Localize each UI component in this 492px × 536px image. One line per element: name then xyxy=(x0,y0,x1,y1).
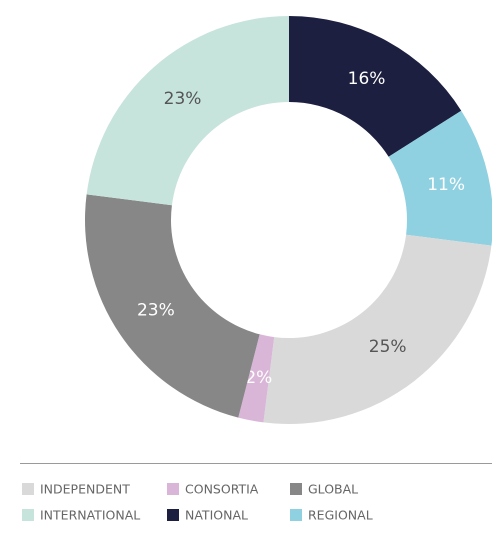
donut-segment xyxy=(388,110,492,246)
legend-label: NATIONAL xyxy=(185,508,248,523)
legend-label: INTERNATIONAL xyxy=(40,508,140,523)
legend-swatch xyxy=(290,483,302,495)
legend-swatch xyxy=(290,509,302,521)
data-label: 25% xyxy=(369,337,407,357)
legend-label: INDEPENDENT xyxy=(40,482,130,497)
legend-swatch xyxy=(167,483,179,495)
data-label: 16% xyxy=(348,69,386,89)
data-label: 23% xyxy=(164,89,202,109)
legend-swatch xyxy=(22,509,34,521)
legend-label: CONSORTIA xyxy=(185,482,259,497)
data-label: 2% xyxy=(245,368,272,388)
legend-swatch xyxy=(22,483,34,495)
data-label: 11% xyxy=(427,175,465,195)
legend-swatch xyxy=(167,509,179,521)
data-label: 23% xyxy=(137,300,175,320)
legend-label: REGIONAL xyxy=(308,508,373,523)
donut-segment xyxy=(84,194,260,418)
donut-segment xyxy=(289,16,462,157)
legend-label: GLOBAL xyxy=(308,482,358,497)
donut-segment xyxy=(263,234,492,424)
donut-segment xyxy=(238,334,275,423)
donut-segment xyxy=(86,16,289,206)
